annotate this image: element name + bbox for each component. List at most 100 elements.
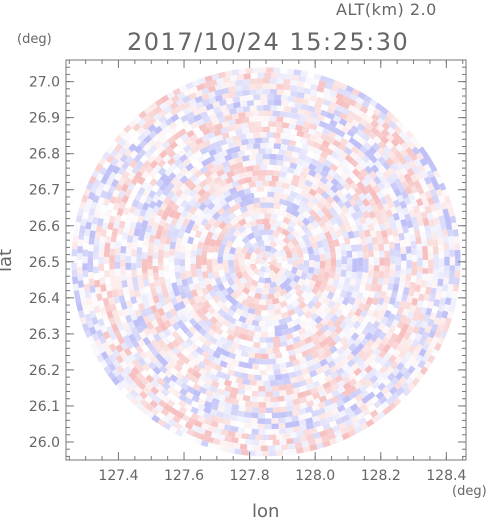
- radar-cell: [246, 301, 256, 309]
- radar-cell: [313, 233, 322, 243]
- radar-cell: [286, 308, 296, 317]
- radar-cell: [212, 264, 219, 273]
- radar-cell: [404, 239, 412, 249]
- radar-cell: [390, 262, 396, 271]
- radar-cell: [262, 78, 272, 84]
- radar-cell: [383, 243, 390, 253]
- radar-cell: [93, 243, 100, 253]
- radar-cell: [433, 260, 439, 270]
- radar-cell: [246, 99, 256, 107]
- axis-ticks: 127.4 127.6 127.8 128.0 128.2 128.4 26.0 26.1 26…: [29, 59, 466, 484]
- radar-cell: [431, 232, 438, 242]
- radar-cell: [313, 247, 320, 256]
- radar-cell: [266, 169, 275, 176]
- radar-cell: [405, 273, 412, 283]
- radar-cell: [292, 317, 302, 327]
- radar-cell: [240, 355, 250, 363]
- radar-cell: [264, 213, 272, 219]
- radar-cell: [252, 267, 261, 276]
- radar-cell: [245, 295, 254, 303]
- radar-cell: [233, 252, 241, 260]
- radar-cell: [287, 349, 296, 357]
- radar-cell: [170, 281, 179, 291]
- radar-cell: [179, 251, 186, 260]
- radar-cell: [267, 191, 276, 198]
- radar-cell: [246, 324, 255, 332]
- radar-cell: [242, 221, 252, 230]
- radar-cell: [242, 411, 252, 418]
- radar-cell: [259, 229, 267, 236]
- radar-cell: [179, 290, 188, 300]
- radar-cell: [238, 338, 248, 346]
- radar-cell: [291, 403, 301, 411]
- radar-cell: [284, 344, 294, 352]
- radar-cell: [234, 139, 244, 147]
- radar-cell: [394, 270, 401, 280]
- radar-cell: [278, 406, 287, 413]
- radar-cell: [226, 124, 237, 133]
- radar-cell: [229, 217, 239, 226]
- radar-cell: [281, 122, 291, 129]
- radar-cell: [251, 319, 260, 327]
- radar-cell: [288, 376, 298, 384]
- radar-cell: [241, 84, 251, 91]
- radar-cell: [293, 346, 303, 355]
- radar-cell: [354, 236, 362, 246]
- radar-cell: [185, 249, 192, 258]
- radar-cell: [264, 256, 268, 262]
- radar-cell: [276, 225, 285, 234]
- radar-cell: [214, 238, 223, 247]
- radar-cell: [111, 287, 119, 298]
- radar-cell: [238, 276, 248, 286]
- radar-cell: [228, 118, 238, 127]
- radar-cell: [266, 342, 274, 349]
- radar-cell: [443, 242, 450, 252]
- radar-cell: [358, 231, 367, 241]
- y-tick-label: 26.7: [29, 183, 60, 199]
- radar-cell: [281, 356, 290, 364]
- radar-cell: [245, 198, 255, 206]
- radar-cell: [152, 251, 159, 260]
- radar-cell: [228, 107, 239, 115]
- radar-cell: [234, 376, 244, 384]
- radar-cell: [254, 235, 263, 243]
- radar-cell: [181, 296, 190, 306]
- radar-cell: [236, 189, 246, 198]
- radar-cell: [253, 292, 262, 300]
- radar-cell: [239, 200, 248, 208]
- radar-cell: [231, 173, 241, 182]
- radar-cell: [233, 325, 243, 334]
- radar-cell: [418, 225, 426, 235]
- radar-cell: [278, 288, 288, 297]
- radar-cell: [152, 271, 160, 281]
- radar-cell: [239, 322, 249, 330]
- radar-cell: [417, 257, 423, 267]
- radar-cell: [285, 212, 295, 221]
- radar-cell: [357, 257, 364, 266]
- radar-cell: [291, 336, 301, 344]
- radar-cell: [276, 187, 286, 194]
- radar-cell: [260, 258, 266, 262]
- radar-cell: [342, 217, 351, 228]
- radar-cell: [136, 266, 143, 276]
- radar-cell: [299, 344, 309, 353]
- radar-cell: [289, 415, 300, 423]
- radar-cell: [174, 270, 182, 280]
- radar-cell: [260, 331, 269, 338]
- radar-cell: [234, 393, 244, 401]
- radar-cell: [260, 99, 270, 106]
- radar-cell: [269, 153, 278, 160]
- radar-cell: [395, 263, 402, 273]
- radar-cell: [293, 369, 303, 378]
- radar-cell: [177, 229, 185, 239]
- radar-cell: [432, 274, 439, 284]
- x-axis-unit: (deg): [452, 484, 487, 499]
- radar-cell: [295, 269, 303, 278]
- radar-cell: [147, 274, 155, 284]
- radar-cell: [371, 236, 379, 246]
- radar-cell: [175, 277, 183, 287]
- radar-cell: [280, 165, 289, 173]
- radar-cell: [324, 220, 334, 230]
- radar-cell: [244, 258, 251, 266]
- radar-cell: [307, 246, 314, 255]
